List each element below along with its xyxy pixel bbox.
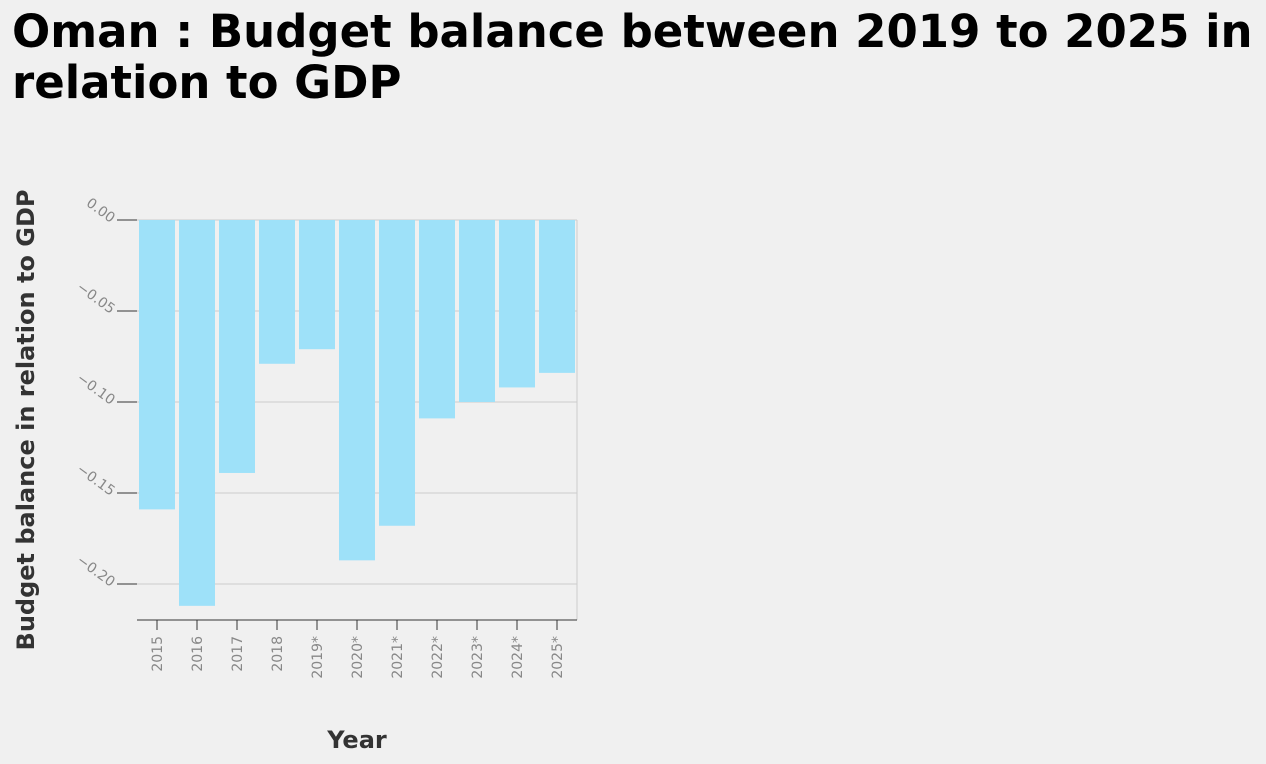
- bar-2016: [179, 220, 215, 606]
- x-tick-label: 2017: [230, 636, 246, 672]
- y-tick-label: −0.05: [74, 279, 118, 317]
- x-tick-label: 2019*: [310, 636, 326, 679]
- y-axis-ticks: 0.00 −0.05 −0.10 −0.15 −0.20: [74, 195, 137, 590]
- x-tick-label: 2016: [190, 636, 206, 672]
- bar-2019-est: [299, 220, 335, 350]
- x-tick-label: 2024*: [510, 636, 526, 679]
- x-tick-label: 2022*: [430, 636, 446, 679]
- x-tick-label: 2025*: [550, 636, 566, 679]
- bar-2018: [259, 220, 295, 364]
- bar-2024-est: [499, 220, 535, 388]
- bar-2023-est: [459, 220, 495, 402]
- bar-2022-est: [419, 220, 455, 419]
- y-tick-label: −0.15: [74, 461, 118, 499]
- x-tick-label: 2015: [150, 636, 166, 672]
- bar-2017: [219, 220, 255, 473]
- x-tick-label: 2020*: [350, 636, 366, 679]
- bar-2021-est: [379, 220, 415, 526]
- y-tick-label: −0.10: [74, 370, 118, 408]
- x-axis-ticks: 2015 2016 2017 2018 2019* 2020* 2021* 2022* 2023…: [150, 620, 566, 679]
- x-tick-label: 2023*: [470, 636, 486, 679]
- bar-2015: [139, 220, 175, 510]
- y-tick-label: 0.00: [83, 195, 118, 226]
- y-tick-label: −0.20: [74, 552, 118, 590]
- chart-title: Oman : Budget balance between 2019 to 20…: [12, 5, 1253, 109]
- bars: [139, 220, 575, 606]
- bar-2025-est: [539, 220, 575, 373]
- x-axis-label: Year: [326, 726, 387, 754]
- bar-2020-est: [339, 220, 375, 561]
- x-tick-label: 2021*: [390, 636, 406, 679]
- x-tick-label: 2018: [270, 636, 286, 672]
- y-axis-label: Budget balance in relation to GDP: [12, 190, 40, 651]
